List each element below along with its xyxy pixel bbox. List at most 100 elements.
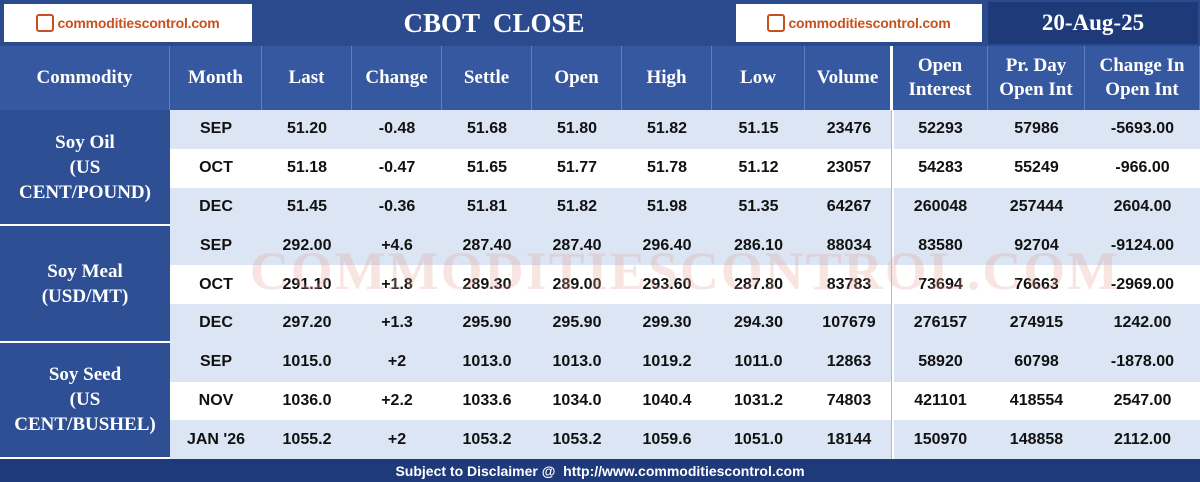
data-cell: -0.36 xyxy=(352,188,442,227)
value: 1031.2 xyxy=(734,391,783,409)
data-cell: 1036.0 xyxy=(262,382,352,421)
column-header: High xyxy=(622,46,712,110)
data-cell: 1015.0 xyxy=(262,343,352,382)
data-cell: 73694 xyxy=(893,265,988,304)
column-header-text: Open Int xyxy=(999,79,1073,100)
column-header-text-lines: Last xyxy=(289,66,325,90)
data-cell: 18144 xyxy=(805,420,893,459)
logo-text: commoditiescontrol.com xyxy=(57,15,220,31)
value: 299.30 xyxy=(642,314,692,332)
data-cell: 57986 xyxy=(988,110,1085,149)
data-cell: DEC xyxy=(170,304,262,343)
value: 51.20 xyxy=(286,120,328,138)
data-cell: 2604.00 xyxy=(1085,188,1200,227)
value: 74803 xyxy=(826,391,872,409)
data-cell: 292.00 xyxy=(262,226,352,265)
footer-text: Subject to Disclaimer @ http://www.commo… xyxy=(395,462,805,479)
value: 2112.00 xyxy=(1114,430,1171,448)
value: 287.40 xyxy=(552,236,602,254)
column-header: Low xyxy=(712,46,805,110)
value: 1013.0 xyxy=(462,353,512,371)
column-header-text: Pr. Day xyxy=(1005,55,1067,76)
column-header: Open Interest xyxy=(893,46,988,110)
logo: commoditiescontrol.com xyxy=(2,2,254,44)
data-cell: 1051.0 xyxy=(712,420,805,459)
value: 287.80 xyxy=(734,275,783,293)
value: 295.90 xyxy=(462,314,512,332)
value: 1055.2 xyxy=(282,430,332,448)
data-cell: 2112.00 xyxy=(1085,420,1200,459)
value: +1.3 xyxy=(381,314,413,332)
column-header: Settle xyxy=(442,46,532,110)
column-header-text-lines: Volume xyxy=(817,66,879,90)
data-cell: 148858 xyxy=(988,420,1085,459)
value: 294.30 xyxy=(734,314,783,332)
value: 18144 xyxy=(826,430,872,448)
value: -966.00 xyxy=(1115,159,1170,177)
value: 1033.6 xyxy=(462,391,512,409)
date: 20-Aug-25 xyxy=(1041,10,1145,35)
value: 51.18 xyxy=(286,159,328,177)
data-cell: 287.80 xyxy=(712,265,805,304)
value: 51.78 xyxy=(646,159,688,177)
value: 51.15 xyxy=(738,120,779,138)
commodity-name-lines: Soy Meal (USD/MT) xyxy=(42,259,129,309)
commodity-name: (US xyxy=(69,389,101,411)
data-cell: 55249 xyxy=(988,149,1085,188)
month: NOV xyxy=(198,391,234,409)
column-header-text: Change In xyxy=(1099,55,1185,76)
data-cell: 58920 xyxy=(893,343,988,382)
value: 1011.0 xyxy=(734,353,783,371)
value: 1019.2 xyxy=(642,353,692,371)
commodity-cell: Soy Oil (US CENT/POUND) xyxy=(0,110,170,227)
value: 1015.0 xyxy=(282,353,332,371)
data-cell: 60798 xyxy=(988,343,1085,382)
month: DEC xyxy=(199,197,233,215)
column-header: Commodity xyxy=(0,46,170,110)
value: -0.36 xyxy=(378,197,416,215)
row-background xyxy=(170,381,1200,421)
data-cell: -966.00 xyxy=(1085,149,1200,188)
data-cell: 287.40 xyxy=(532,226,622,265)
data-cell: 1031.2 xyxy=(712,382,805,421)
value: 289.30 xyxy=(462,275,512,293)
data-cell: 51.81 xyxy=(442,188,532,227)
data-cell: 92704 xyxy=(988,226,1085,265)
value: 52293 xyxy=(918,120,963,138)
value: 51.82 xyxy=(646,120,688,138)
column-header-text-lines: Pr. Day Open Int xyxy=(999,54,1072,102)
value: 51.81 xyxy=(466,197,508,215)
value: 276157 xyxy=(913,314,968,332)
commodity-name: (US xyxy=(69,156,101,178)
value: 274915 xyxy=(1009,314,1064,332)
value: 23057 xyxy=(826,159,872,177)
data-cell: -9124.00 xyxy=(1085,226,1200,265)
data-cell: 294.30 xyxy=(712,304,805,343)
data-cell: 291.10 xyxy=(262,265,352,304)
data-cell: 51.77 xyxy=(532,149,622,188)
column-header-text: Open Int xyxy=(1105,79,1179,100)
value: -5693.00 xyxy=(1110,120,1175,138)
column-header-text-lines: Month xyxy=(188,66,243,90)
column-header-text: Settle xyxy=(463,67,510,88)
data-cell: 51.68 xyxy=(442,110,532,149)
value: 55249 xyxy=(1014,159,1059,177)
column-header: Month xyxy=(170,46,262,110)
data-cell: 1053.2 xyxy=(532,420,622,459)
commodity-name: Soy Meal xyxy=(47,260,123,282)
title-cell: CBOT CLOSE xyxy=(256,2,732,44)
value: 257444 xyxy=(1009,197,1064,215)
value: 1040.4 xyxy=(642,391,692,409)
value: 289.00 xyxy=(552,275,602,293)
value: 51.98 xyxy=(646,197,688,215)
data-cell: 1019.2 xyxy=(622,343,712,382)
value: 57986 xyxy=(1014,120,1059,138)
data-cell: -2969.00 xyxy=(1085,265,1200,304)
data-cell: 276157 xyxy=(893,304,988,343)
column-header: Change xyxy=(352,46,442,110)
data-cell: -1878.00 xyxy=(1085,343,1200,382)
data-cell: SEP xyxy=(170,110,262,149)
value: 23476 xyxy=(826,120,872,138)
value: 51.80 xyxy=(556,120,598,138)
value: 51.65 xyxy=(466,159,508,177)
